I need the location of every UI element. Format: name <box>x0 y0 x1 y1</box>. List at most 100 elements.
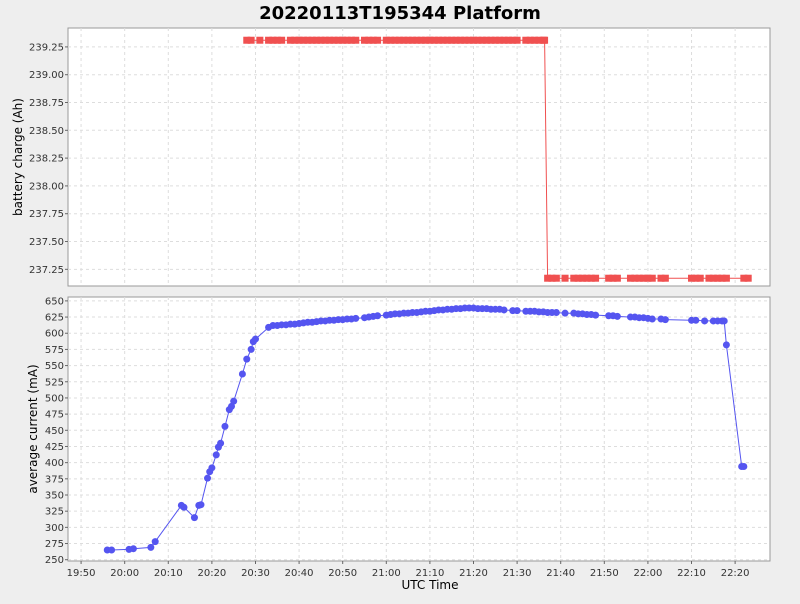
battery-data-point <box>592 274 600 282</box>
battery-data-point <box>382 36 390 44</box>
battery-data-point <box>561 274 569 282</box>
current-data-point <box>238 370 246 378</box>
current-y-tick-label: 525 <box>45 377 64 388</box>
battery-data-point <box>317 36 325 44</box>
current-data-point <box>221 422 229 430</box>
battery-data-point <box>273 36 281 44</box>
battery-data-point <box>744 274 752 282</box>
battery-data-point <box>352 36 360 44</box>
x-tick-label: 21:10 <box>415 568 444 579</box>
battery-data-point <box>483 36 491 44</box>
battery-data-point <box>613 274 621 282</box>
battery-data-point <box>299 36 307 44</box>
battery-data-point <box>326 36 334 44</box>
current-data-point <box>129 545 137 553</box>
battery-y-tick-label: 237.75 <box>29 209 64 220</box>
battery-data-point <box>574 274 582 282</box>
battery-data-point <box>692 274 700 282</box>
battery-data-point <box>308 36 316 44</box>
x-tick-label: 21:30 <box>503 568 532 579</box>
current-data-point <box>374 312 382 320</box>
current-y-tick-label: 550 <box>45 361 64 372</box>
current-data-point <box>561 309 569 317</box>
battery-data-point <box>374 36 382 44</box>
battery-data-point <box>339 36 347 44</box>
battery-y-tick-label: 238.00 <box>29 181 64 192</box>
battery-data-point <box>709 274 717 282</box>
current-data-point <box>247 345 255 353</box>
current-data-point <box>701 317 709 325</box>
battery-y-tick-label: 238.50 <box>29 126 64 137</box>
current-y-tick-label: 450 <box>45 426 64 437</box>
x-tick-label: 20:00 <box>110 568 139 579</box>
battery-data-point <box>504 36 512 44</box>
battery-data-point <box>626 274 634 282</box>
battery-data-point <box>500 36 508 44</box>
x-tick-label: 21:00 <box>372 568 401 579</box>
current-y-tick-label: 575 <box>45 345 64 356</box>
battery-data-point <box>552 274 560 282</box>
battery-data-point <box>714 274 722 282</box>
x-tick-label: 19:50 <box>67 568 96 579</box>
x-tick-label: 22:20 <box>721 568 750 579</box>
current-data-point <box>740 463 748 471</box>
x-tick-label: 21:40 <box>546 568 575 579</box>
battery-data-point <box>496 36 504 44</box>
x-tick-label: 22:10 <box>677 568 706 579</box>
current-data-point <box>722 341 730 349</box>
battery-data-point <box>522 36 530 44</box>
battery-y-tick-label: 238.75 <box>29 98 64 109</box>
battery-data-point <box>570 274 578 282</box>
current-data-point <box>500 306 508 314</box>
battery-data-point <box>387 36 395 44</box>
battery-data-point <box>278 36 286 44</box>
chart-title: 20220113T195344 Platform <box>259 3 541 24</box>
battery-data-point <box>321 36 329 44</box>
current-data-point <box>251 335 259 343</box>
current-data-point <box>108 546 116 554</box>
x-tick-label: 20:40 <box>285 568 314 579</box>
current-y-tick-label: 250 <box>45 555 64 566</box>
battery-data-point <box>513 36 521 44</box>
battery-data-point <box>648 274 656 282</box>
battery-data-point <box>657 274 665 282</box>
battery-data-point <box>343 36 351 44</box>
battery-data-point <box>286 36 294 44</box>
battery-data-point <box>456 36 464 44</box>
current-data-point <box>180 503 188 511</box>
x-tick-label: 22:00 <box>633 568 662 579</box>
current-data-point <box>352 314 360 322</box>
battery-y-tick-label: 239.00 <box>29 70 64 81</box>
current-data-point <box>592 311 600 319</box>
current-data-point <box>208 464 216 472</box>
battery-data-point <box>304 36 312 44</box>
battery-y-tick-label: 237.25 <box>29 265 64 276</box>
current-y-tick-label: 300 <box>45 523 64 534</box>
battery-data-point <box>544 274 552 282</box>
battery-data-point <box>509 36 517 44</box>
battery-data-point <box>360 36 368 44</box>
battery-data-point <box>631 274 639 282</box>
battery-data-point <box>413 36 421 44</box>
current-data-point <box>197 501 205 509</box>
battery-data-point <box>640 274 648 282</box>
battery-data-point <box>243 36 251 44</box>
battery-data-point <box>688 274 696 282</box>
current-y-tick-label: 500 <box>45 393 64 404</box>
battery-data-point <box>426 36 434 44</box>
current-data-point <box>151 538 159 546</box>
battery-data-point <box>526 36 534 44</box>
current-y-tick-label: 600 <box>45 329 64 340</box>
x-tick-label: 20:50 <box>328 568 357 579</box>
battery-data-point <box>247 36 255 44</box>
battery-data-point <box>265 36 273 44</box>
battery-data-point <box>435 36 443 44</box>
battery-y-axis-label: battery charge (Ah) <box>11 98 25 216</box>
current-y-tick-label: 325 <box>45 507 64 518</box>
current-data-point <box>230 397 238 405</box>
current-data-point <box>613 312 621 320</box>
battery-data-point <box>347 36 355 44</box>
battery-data-point <box>465 36 473 44</box>
battery-data-point <box>609 274 617 282</box>
